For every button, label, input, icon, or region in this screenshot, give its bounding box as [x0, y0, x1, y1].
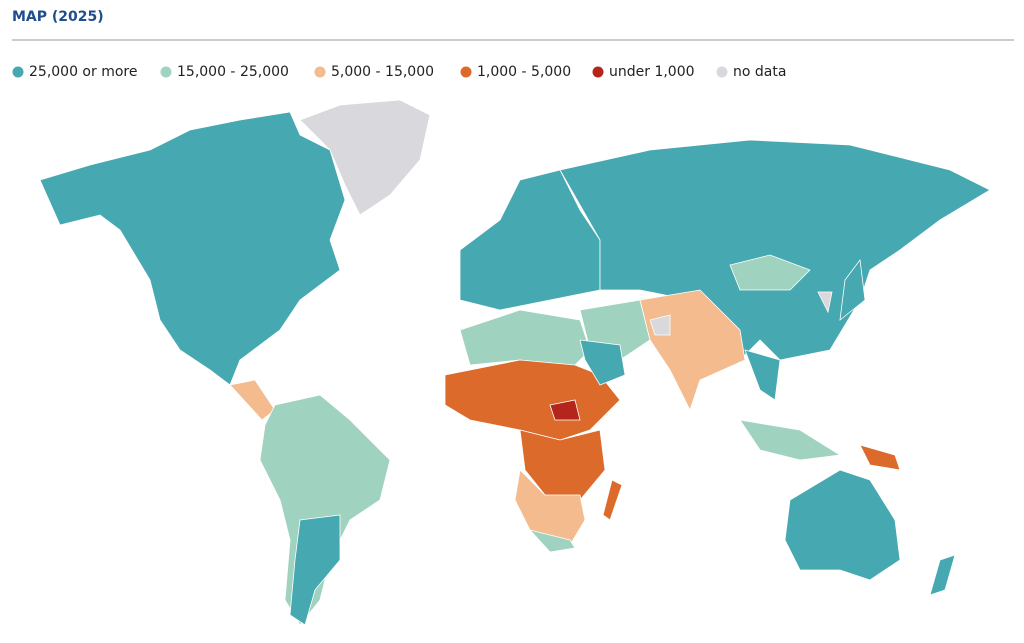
country-region	[839, 258, 866, 321]
legend-label: 25,000 or more	[29, 64, 137, 80]
country-region	[528, 529, 576, 553]
country-region	[579, 339, 626, 386]
legend-swatch	[12, 66, 24, 78]
country-region	[929, 554, 956, 596]
legend-label: 1,000 - 5,000	[477, 64, 571, 80]
legend-swatch	[160, 66, 172, 78]
legend-swatch	[592, 66, 604, 78]
legend: 25,000 or more 15,000 - 25,000 5,000 - 15,…	[12, 64, 786, 80]
country-region	[817, 291, 833, 314]
legend-label: 5,000 - 15,000	[331, 64, 434, 80]
country-region	[459, 309, 591, 371]
legend-swatch	[716, 66, 728, 78]
legend-swatch	[314, 66, 326, 78]
country-region	[859, 444, 901, 471]
country-region	[459, 169, 601, 311]
country-region	[259, 394, 391, 626]
country-region	[739, 419, 842, 461]
legend-label: 15,000 - 25,000	[177, 64, 289, 80]
map-title: MAP (2025)	[12, 9, 104, 25]
country-region	[549, 399, 581, 421]
country-region	[744, 349, 781, 401]
country-region	[649, 314, 671, 336]
country-region	[289, 514, 341, 626]
country-region	[559, 139, 991, 361]
legend-swatch	[460, 66, 472, 78]
legend-label: no data	[733, 64, 786, 80]
country-region	[729, 254, 811, 291]
world-map	[39, 99, 991, 626]
country-region	[602, 479, 623, 521]
country-region	[229, 379, 276, 421]
country-region	[299, 99, 431, 216]
country-region	[784, 469, 901, 581]
legend-label: under 1,000	[609, 64, 695, 80]
country-region	[39, 111, 346, 386]
country-region	[519, 429, 606, 501]
